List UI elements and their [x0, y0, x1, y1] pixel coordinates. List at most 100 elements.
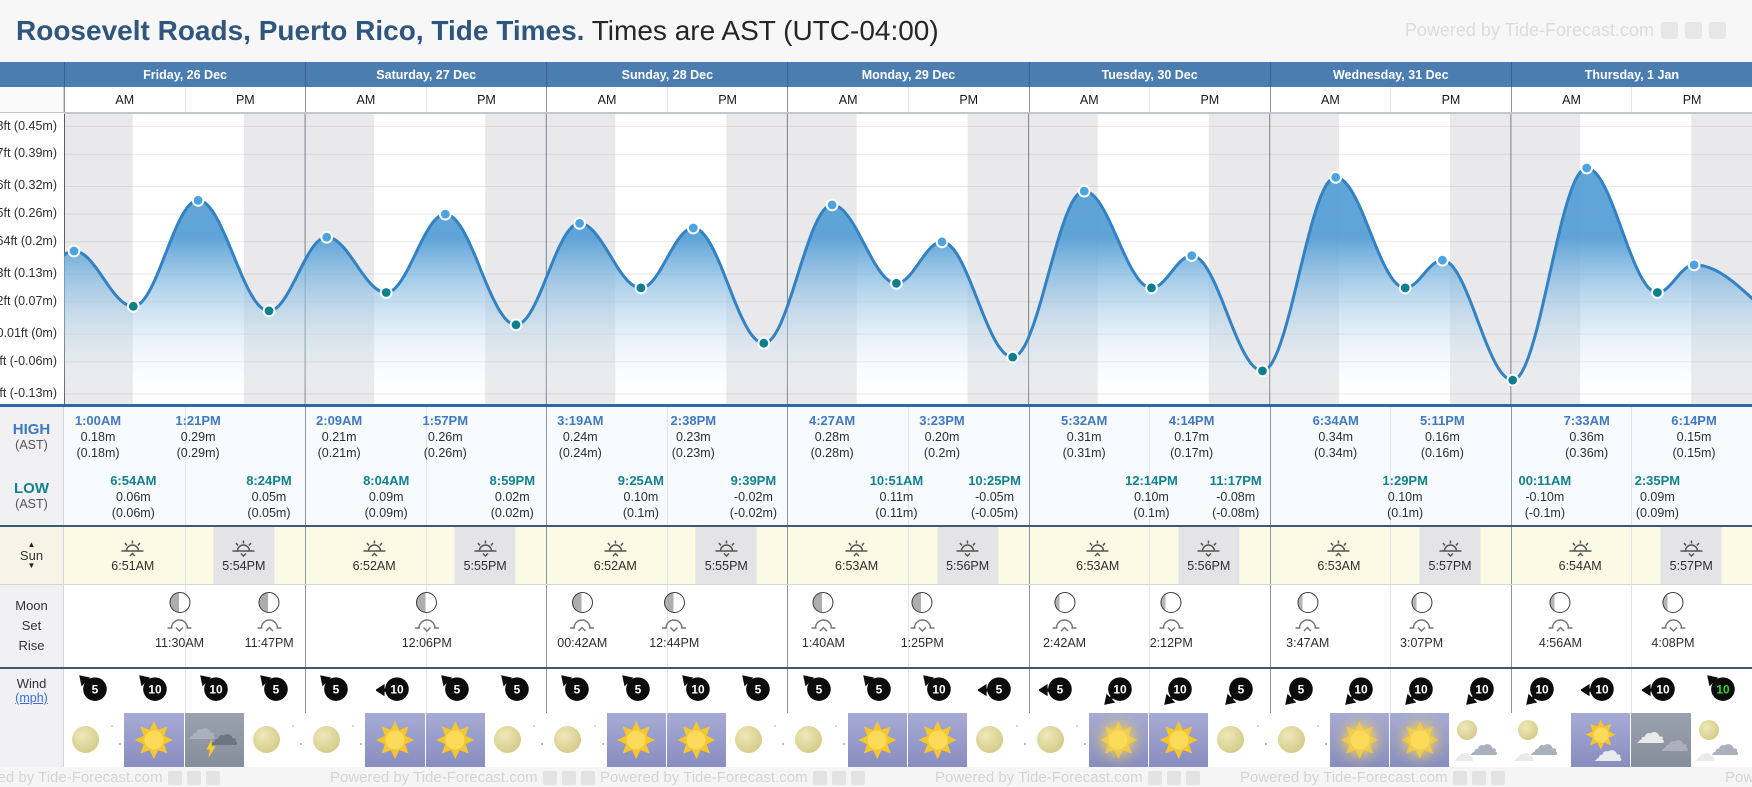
weather-tile-sun-icon: [666, 713, 728, 767]
wind-arrow-icon: 10: [1580, 677, 1615, 701]
share-icon[interactable]: [812, 770, 827, 785]
high-tide-row: HIGH (AST) 1:00AM 0.18m (0.18m) 1:21PM 0.29m (0…: [0, 407, 1752, 467]
day-separator: [1028, 467, 1030, 525]
am-header: AM: [1028, 87, 1150, 112]
sun-toggle-down-icon[interactable]: ▼: [27, 561, 36, 570]
weather-tile-sun-icon: [365, 713, 426, 767]
moon-entry: 2:42AM: [1043, 592, 1086, 650]
retweet-icon[interactable]: [831, 770, 846, 785]
tide-height-m: 0.09m: [368, 490, 404, 504]
share-icon[interactable]: [167, 770, 182, 785]
moon-set-time: 12:06PM: [401, 636, 452, 650]
sunrise-time: 6:53AM: [1076, 558, 1120, 573]
footer-powered-by-link[interactable]: Powered by Tide-Forecast.com: [600, 769, 865, 786]
like-icon[interactable]: [850, 770, 865, 785]
tide-height-m2: (0.28m): [810, 446, 854, 460]
day-separator: [305, 407, 307, 467]
wind-arrow-icon: 10: [1405, 677, 1434, 705]
wind-badge: 10: [1400, 672, 1440, 717]
retweet-icon[interactable]: [1471, 770, 1486, 785]
day-separator: [1269, 527, 1271, 584]
high-tide-entry: 1:57PM 0.26m (0.26m): [423, 413, 469, 461]
ast-label: (AST): [15, 497, 48, 511]
wind-arrow-icon: 10: [682, 675, 710, 701]
tide-height-m2: (0.02m): [490, 506, 534, 520]
day-separator: [1510, 585, 1512, 667]
tide-height-m: -0.02m: [733, 490, 773, 504]
halfday-separator: [425, 407, 427, 467]
weather-tile-sun-icon: [907, 713, 969, 767]
wind-arrow-icon: 10: [1465, 677, 1494, 705]
day-separator: [1510, 467, 1512, 525]
share-icon[interactable]: [542, 770, 557, 785]
like-icon[interactable]: [205, 770, 220, 785]
svg-text:5: 5: [755, 683, 762, 697]
sunrise-time: 6:51AM: [111, 558, 155, 573]
wind-badge: 5: [74, 672, 114, 717]
footer-powered-by-link[interactable]: Powered by Tide-Forecast.com: [330, 769, 595, 786]
halfday-separator: [908, 527, 909, 584]
like-icon[interactable]: [1185, 770, 1200, 785]
high-tide-time: 1:57PM: [422, 413, 469, 428]
moon-set-time: 12:44PM: [649, 636, 700, 650]
moonset-icon: [1660, 619, 1685, 632]
tide-height-m2: (0.17m): [1170, 446, 1214, 460]
sun-row: ▲ Sun ▼ 6:51AM 5:54PM 6:52AM 5:55PM 6:52AM 5:55P…: [0, 527, 1752, 585]
wind-badge: 5: [255, 672, 295, 717]
y-axis-label: 0.01ft (0m): [0, 326, 57, 340]
halfday-separator: [666, 585, 668, 667]
y-axis-label: 0.22ft (0.07m): [0, 293, 57, 308]
weather-tile-moon-clouds-icon: ☁ ☁: [1692, 713, 1752, 767]
high-tide-time: 5:32AM: [1061, 413, 1108, 428]
share-icon[interactable]: [1661, 22, 1678, 39]
page-title-timezone: Times are AST (UTC-04:00): [584, 15, 939, 46]
wind-badge: 5: [737, 672, 777, 717]
halfday-separator: [908, 407, 909, 467]
retweet-icon[interactable]: [186, 770, 201, 785]
weather-tile-moon-icon: [1029, 713, 1089, 767]
halfday-separator: [666, 467, 668, 525]
svg-text:5: 5: [1056, 683, 1063, 697]
y-axis-label: 1.27ft (0.39m): [0, 146, 57, 161]
powered-by-link[interactable]: Powered by Tide-Forecast.com: [1405, 20, 1726, 41]
share-icon[interactable]: [1452, 770, 1467, 785]
mph-link[interactable]: (mph): [15, 691, 48, 705]
day-separator: [787, 407, 789, 467]
wind-badge: 5: [1280, 672, 1320, 717]
moon-phase-icon: [1054, 592, 1076, 613]
svg-text:10: 10: [691, 683, 705, 697]
footer-powered-by-link[interactable]: Powered by Tide-Forecast.com: [1725, 769, 1752, 786]
wind-arrow-icon: 5: [320, 675, 349, 701]
retweet-icon[interactable]: [1166, 770, 1181, 785]
svg-text:5: 5: [1237, 683, 1244, 697]
sun-toggle-up-icon[interactable]: ▲: [27, 540, 36, 549]
svg-text:10: 10: [1113, 683, 1127, 697]
like-icon[interactable]: [1709, 22, 1726, 39]
like-icon[interactable]: [1490, 770, 1505, 785]
retweet-icon[interactable]: [1685, 22, 1702, 39]
halfday-separator: [666, 407, 668, 467]
moon-set-time: 3:07PM: [1400, 636, 1444, 650]
tide-height-m2: (-0.1m): [1524, 506, 1565, 520]
share-icon[interactable]: [1147, 770, 1162, 785]
halfday-separator: [1631, 527, 1633, 584]
like-icon[interactable]: [580, 770, 595, 785]
halfday-separator: [425, 585, 427, 667]
y-axis-label: 1.48ft (0.45m): [0, 118, 57, 133]
day-header-row: Friday, 26 Dec Saturday, 27 Dec Sunday, 28…: [0, 62, 1752, 87]
footer-powered-by-link[interactable]: Powered by Tide-Forecast.com: [0, 769, 220, 786]
tide-height-m: 0.18m: [80, 430, 116, 444]
wind-arrow-icon: 5: [1285, 677, 1313, 705]
footer-powered-by-link[interactable]: Powered by Tide-Forecast.com: [1240, 769, 1505, 786]
low-tide-entry: 00:11AM -0.10m (-0.1m): [1518, 473, 1571, 521]
footer-powered-by-link[interactable]: Powered by Tide-Forecast.com: [935, 769, 1200, 786]
tide-height-m2: (0.16m): [1420, 446, 1464, 460]
weather-tile-hazy-sun-icon: [1329, 713, 1391, 767]
low-tide-entry: 12:14PM 0.10m (0.1m): [1125, 473, 1178, 521]
tide-height-m2: (0.06m): [111, 506, 155, 520]
moon-phase-icon: [812, 592, 834, 613]
retweet-icon[interactable]: [561, 770, 576, 785]
tide-height-m2: (0.26m): [423, 446, 467, 460]
svg-text:5: 5: [815, 683, 822, 697]
